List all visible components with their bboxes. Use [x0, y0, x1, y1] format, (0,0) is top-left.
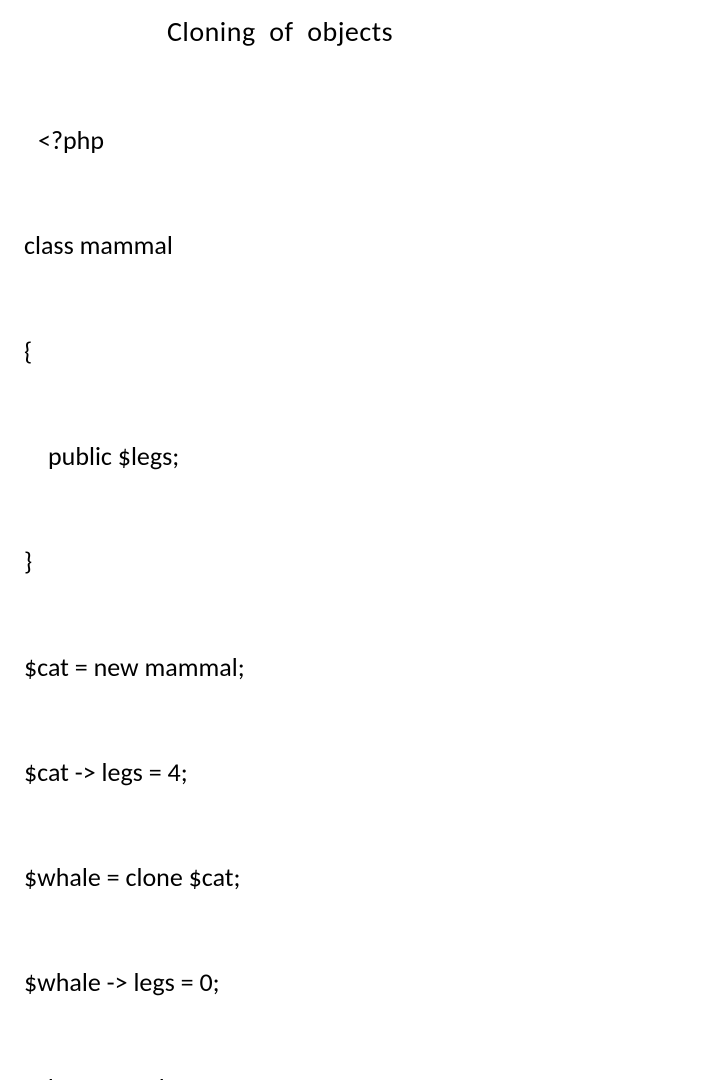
slide-title: Cloning of objects: [24, 14, 696, 49]
code-line: }: [24, 544, 696, 579]
code-line: echo $cat -> legs;: [24, 1071, 696, 1080]
code-line: {: [24, 334, 696, 369]
code-line: $cat = new mammal;: [24, 650, 696, 685]
code-line: public $legs;: [24, 439, 696, 474]
slide: Cloning of objects <?php class mammal { …: [0, 0, 720, 540]
code-line: $whale = clone $cat;: [24, 860, 696, 895]
code-line: $whale -> legs = 0;: [24, 965, 696, 1000]
code-line: class mammal: [24, 228, 696, 263]
code-line: $cat -> legs = 4;: [24, 755, 696, 790]
code-line: <?php: [24, 123, 696, 158]
code-block: <?php class mammal { public $legs; } $ca…: [24, 53, 696, 1080]
